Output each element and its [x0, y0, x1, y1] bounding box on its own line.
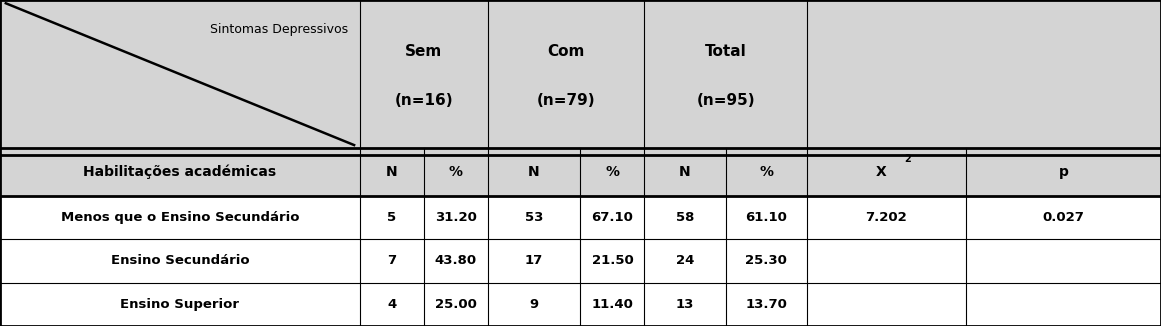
Bar: [0, 239, 1161, 283]
Text: %: %: [759, 165, 773, 179]
Text: 7.202: 7.202: [866, 211, 907, 224]
Text: 21.50: 21.50: [592, 254, 633, 267]
Text: Ensino Superior: Ensino Superior: [121, 298, 239, 311]
Text: Sintomas Depressivos: Sintomas Depressivos: [210, 23, 348, 36]
Text: 4: 4: [388, 298, 396, 311]
Text: 25.00: 25.00: [434, 298, 477, 311]
Text: Sem: Sem: [405, 44, 442, 59]
Text: N: N: [528, 165, 540, 179]
Text: (n=95): (n=95): [697, 93, 755, 108]
Bar: [0, 196, 1161, 239]
Text: 7: 7: [388, 254, 396, 267]
Text: Ensino Secundário: Ensino Secundário: [110, 254, 250, 267]
Text: 43.80: 43.80: [434, 254, 477, 267]
Text: Habilitações académicas: Habilitações académicas: [84, 165, 276, 179]
Text: N: N: [385, 165, 398, 179]
Text: Menos que o Ensino Secundário: Menos que o Ensino Secundário: [60, 211, 300, 224]
Text: p: p: [1059, 165, 1068, 179]
Text: %: %: [448, 165, 463, 179]
Text: (n=16): (n=16): [395, 93, 453, 108]
Text: 13.70: 13.70: [745, 298, 787, 311]
Text: 25.30: 25.30: [745, 254, 787, 267]
Text: 11.40: 11.40: [591, 298, 634, 311]
Text: 13: 13: [676, 298, 694, 311]
Text: N: N: [679, 165, 691, 179]
Text: 31.20: 31.20: [434, 211, 477, 224]
Bar: [0, 0, 1161, 148]
Text: 17: 17: [525, 254, 543, 267]
Text: 0.027: 0.027: [1043, 211, 1084, 224]
Text: X: X: [875, 165, 886, 179]
Bar: [0, 283, 1161, 326]
Text: 9: 9: [529, 298, 539, 311]
Text: 24: 24: [676, 254, 694, 267]
Text: 2: 2: [904, 154, 910, 164]
Text: %: %: [605, 165, 620, 179]
Text: 58: 58: [676, 211, 694, 224]
Text: Total: Total: [705, 44, 747, 59]
Text: (n=79): (n=79): [536, 93, 596, 108]
Text: 61.10: 61.10: [745, 211, 787, 224]
Text: 67.10: 67.10: [591, 211, 634, 224]
Text: Com: Com: [547, 44, 585, 59]
Bar: [0, 148, 1161, 196]
Text: 53: 53: [525, 211, 543, 224]
Text: 5: 5: [388, 211, 396, 224]
